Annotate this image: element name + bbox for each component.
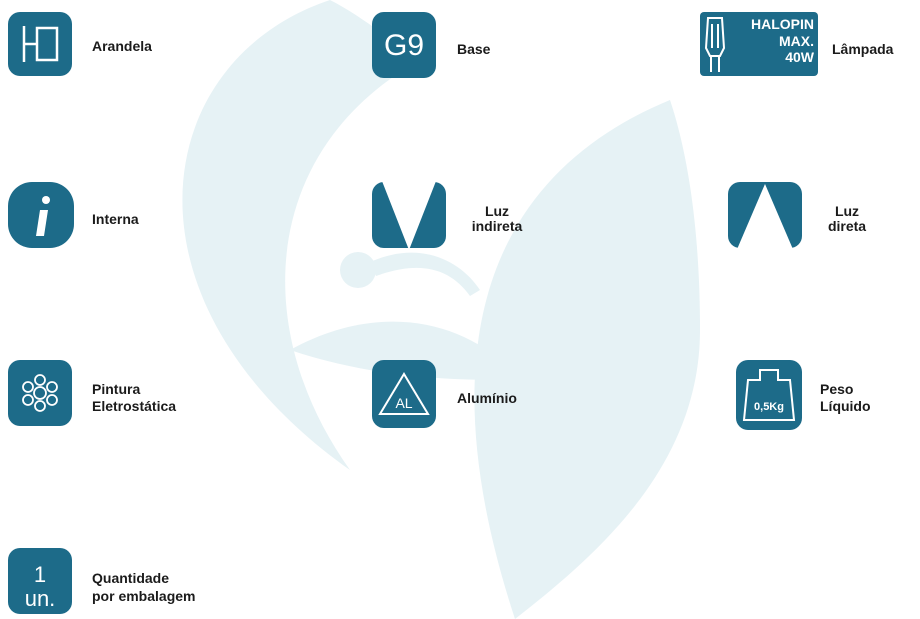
icon-text: G9: [384, 29, 424, 62]
label: direta: [828, 218, 866, 234]
label: Luz: [835, 203, 859, 219]
label: por embalagem: [92, 588, 195, 604]
label: Líquido: [820, 398, 871, 414]
icon-text: MAX.: [779, 33, 814, 49]
label: indireta: [472, 218, 523, 234]
label: Peso: [820, 381, 853, 397]
label: Arandela: [92, 38, 152, 54]
label: Luz: [485, 203, 509, 219]
icon-text: 40W: [785, 49, 815, 65]
label: Interna: [92, 211, 139, 227]
label: Pintura: [92, 381, 140, 397]
icon-aluminio: [372, 360, 436, 428]
icon-glyph: [42, 196, 50, 204]
icon-text: HALOPIN: [751, 16, 814, 32]
watermark: [182, 0, 700, 619]
icon-text: AL: [395, 395, 412, 411]
icon-text: un.: [25, 586, 56, 611]
label: Lâmpada: [832, 41, 894, 57]
label: Eletrostática: [92, 398, 176, 414]
spec-sheet: Arandela G9 Base HALOPIN MAX. 40W Lâmpad…: [0, 0, 920, 619]
label: Base: [457, 41, 491, 57]
icon-text: 0,5Kg: [754, 401, 784, 413]
icon-arandela: [8, 12, 72, 76]
icon-pintura: [8, 360, 72, 426]
label: Quantidade: [92, 570, 169, 586]
icon-text: 1: [34, 562, 46, 587]
label: Alumínio: [457, 390, 517, 406]
